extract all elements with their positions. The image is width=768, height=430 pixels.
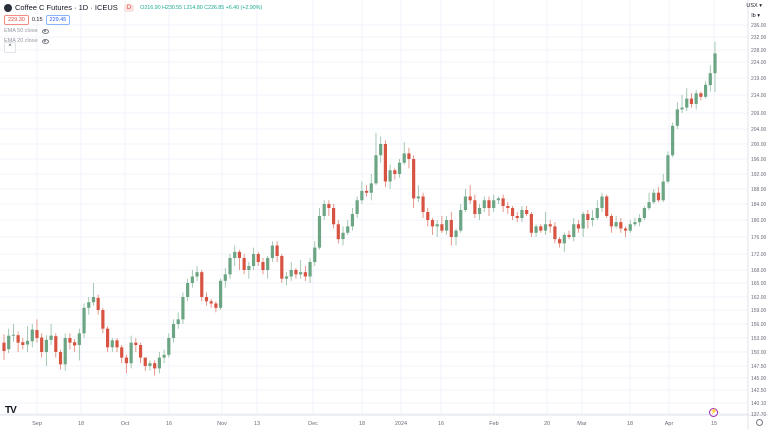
svg-text:18: 18 bbox=[78, 421, 84, 427]
svg-text:2024: 2024 bbox=[395, 421, 407, 427]
svg-text:156.00: 156.00 bbox=[751, 322, 767, 328]
symbol-logo-icon bbox=[4, 3, 12, 12]
sell-button[interactable]: 229.30 bbox=[4, 15, 29, 25]
currency-selector[interactable]: USX ▾ bbox=[746, 3, 762, 9]
svg-text:13: 13 bbox=[254, 421, 260, 427]
svg-text:153.00: 153.00 bbox=[751, 336, 767, 342]
svg-text:142.50: 142.50 bbox=[751, 388, 767, 394]
svg-text:Nov: Nov bbox=[217, 421, 227, 427]
svg-text:Sep: Sep bbox=[32, 421, 42, 427]
svg-text:168.00: 168.00 bbox=[751, 268, 767, 274]
svg-text:147.50: 147.50 bbox=[751, 364, 767, 370]
indicator-ema20[interactable]: EMA 20 close bbox=[4, 37, 262, 45]
svg-text:192.00: 192.00 bbox=[751, 172, 767, 178]
svg-text:Feb: Feb bbox=[489, 421, 498, 427]
svg-text:176.00: 176.00 bbox=[751, 235, 767, 241]
eye-icon[interactable] bbox=[41, 28, 49, 34]
svg-text:219.00: 219.00 bbox=[751, 76, 767, 82]
svg-text:232.00: 232.00 bbox=[751, 35, 767, 41]
svg-text:236.00: 236.00 bbox=[751, 23, 767, 29]
svg-text:224.00: 224.00 bbox=[751, 60, 767, 66]
event-marker-icon[interactable]: ⚡ bbox=[709, 408, 718, 417]
svg-text:184.00: 184.00 bbox=[751, 202, 767, 208]
svg-text:150.00: 150.00 bbox=[751, 350, 767, 356]
tradingview-logo[interactable]: TV bbox=[5, 405, 17, 416]
spread-value: 0.15 bbox=[31, 17, 43, 23]
svg-text:204.00: 204.00 bbox=[751, 127, 767, 133]
svg-text:18: 18 bbox=[627, 421, 633, 427]
svg-text:165.00: 165.00 bbox=[751, 281, 767, 287]
svg-text:20: 20 bbox=[544, 421, 550, 427]
svg-text:16: 16 bbox=[438, 421, 444, 427]
svg-text:209.00: 209.00 bbox=[751, 111, 767, 117]
svg-text:214.00: 214.00 bbox=[751, 93, 767, 99]
svg-text:200.00: 200.00 bbox=[751, 142, 767, 148]
collapse-legend-button[interactable]: ^ bbox=[4, 42, 16, 53]
svg-text:196.00: 196.00 bbox=[751, 157, 767, 163]
buy-button[interactable]: 229.45 bbox=[45, 15, 71, 25]
svg-text:180.00: 180.00 bbox=[751, 218, 767, 224]
svg-text:188.00: 188.00 bbox=[751, 187, 767, 193]
indicator-label: EMA 50 close bbox=[4, 28, 38, 34]
svg-text:Mar: Mar bbox=[577, 421, 587, 427]
svg-text:162.00: 162.00 bbox=[751, 295, 767, 301]
market-status-badge[interactable]: D bbox=[123, 3, 135, 12]
chart-legend: Coffee C Futures · 1D · ICEUS D O216.90 … bbox=[4, 2, 262, 45]
symbol-title[interactable]: Coffee C Futures · 1D · ICEUS bbox=[15, 3, 118, 12]
ohlc-values: O216.90 H230.55 L214.80 C226.85 +6.40 (+… bbox=[140, 4, 263, 11]
svg-text:172.00: 172.00 bbox=[751, 252, 767, 258]
unit-selector[interactable]: lb ▾ bbox=[751, 13, 760, 19]
svg-text:Dec: Dec bbox=[308, 421, 318, 427]
eye-icon[interactable] bbox=[41, 38, 49, 44]
svg-text:145.00: 145.00 bbox=[751, 376, 767, 382]
svg-text:159.00: 159.00 bbox=[751, 308, 767, 314]
svg-text:18: 18 bbox=[359, 421, 365, 427]
svg-text:16: 16 bbox=[166, 421, 172, 427]
svg-text:Oct: Oct bbox=[121, 421, 130, 427]
svg-text:140.10: 140.10 bbox=[751, 401, 767, 407]
svg-text:228.00: 228.00 bbox=[751, 48, 767, 54]
svg-text:Apr: Apr bbox=[665, 421, 674, 427]
svg-text:15: 15 bbox=[711, 421, 717, 427]
svg-text:137.70: 137.70 bbox=[751, 412, 767, 418]
axis-settings-icon[interactable] bbox=[756, 419, 763, 426]
indicator-label: EMA 20 close bbox=[4, 38, 38, 44]
indicator-ema50[interactable]: EMA 50 close bbox=[4, 27, 262, 35]
